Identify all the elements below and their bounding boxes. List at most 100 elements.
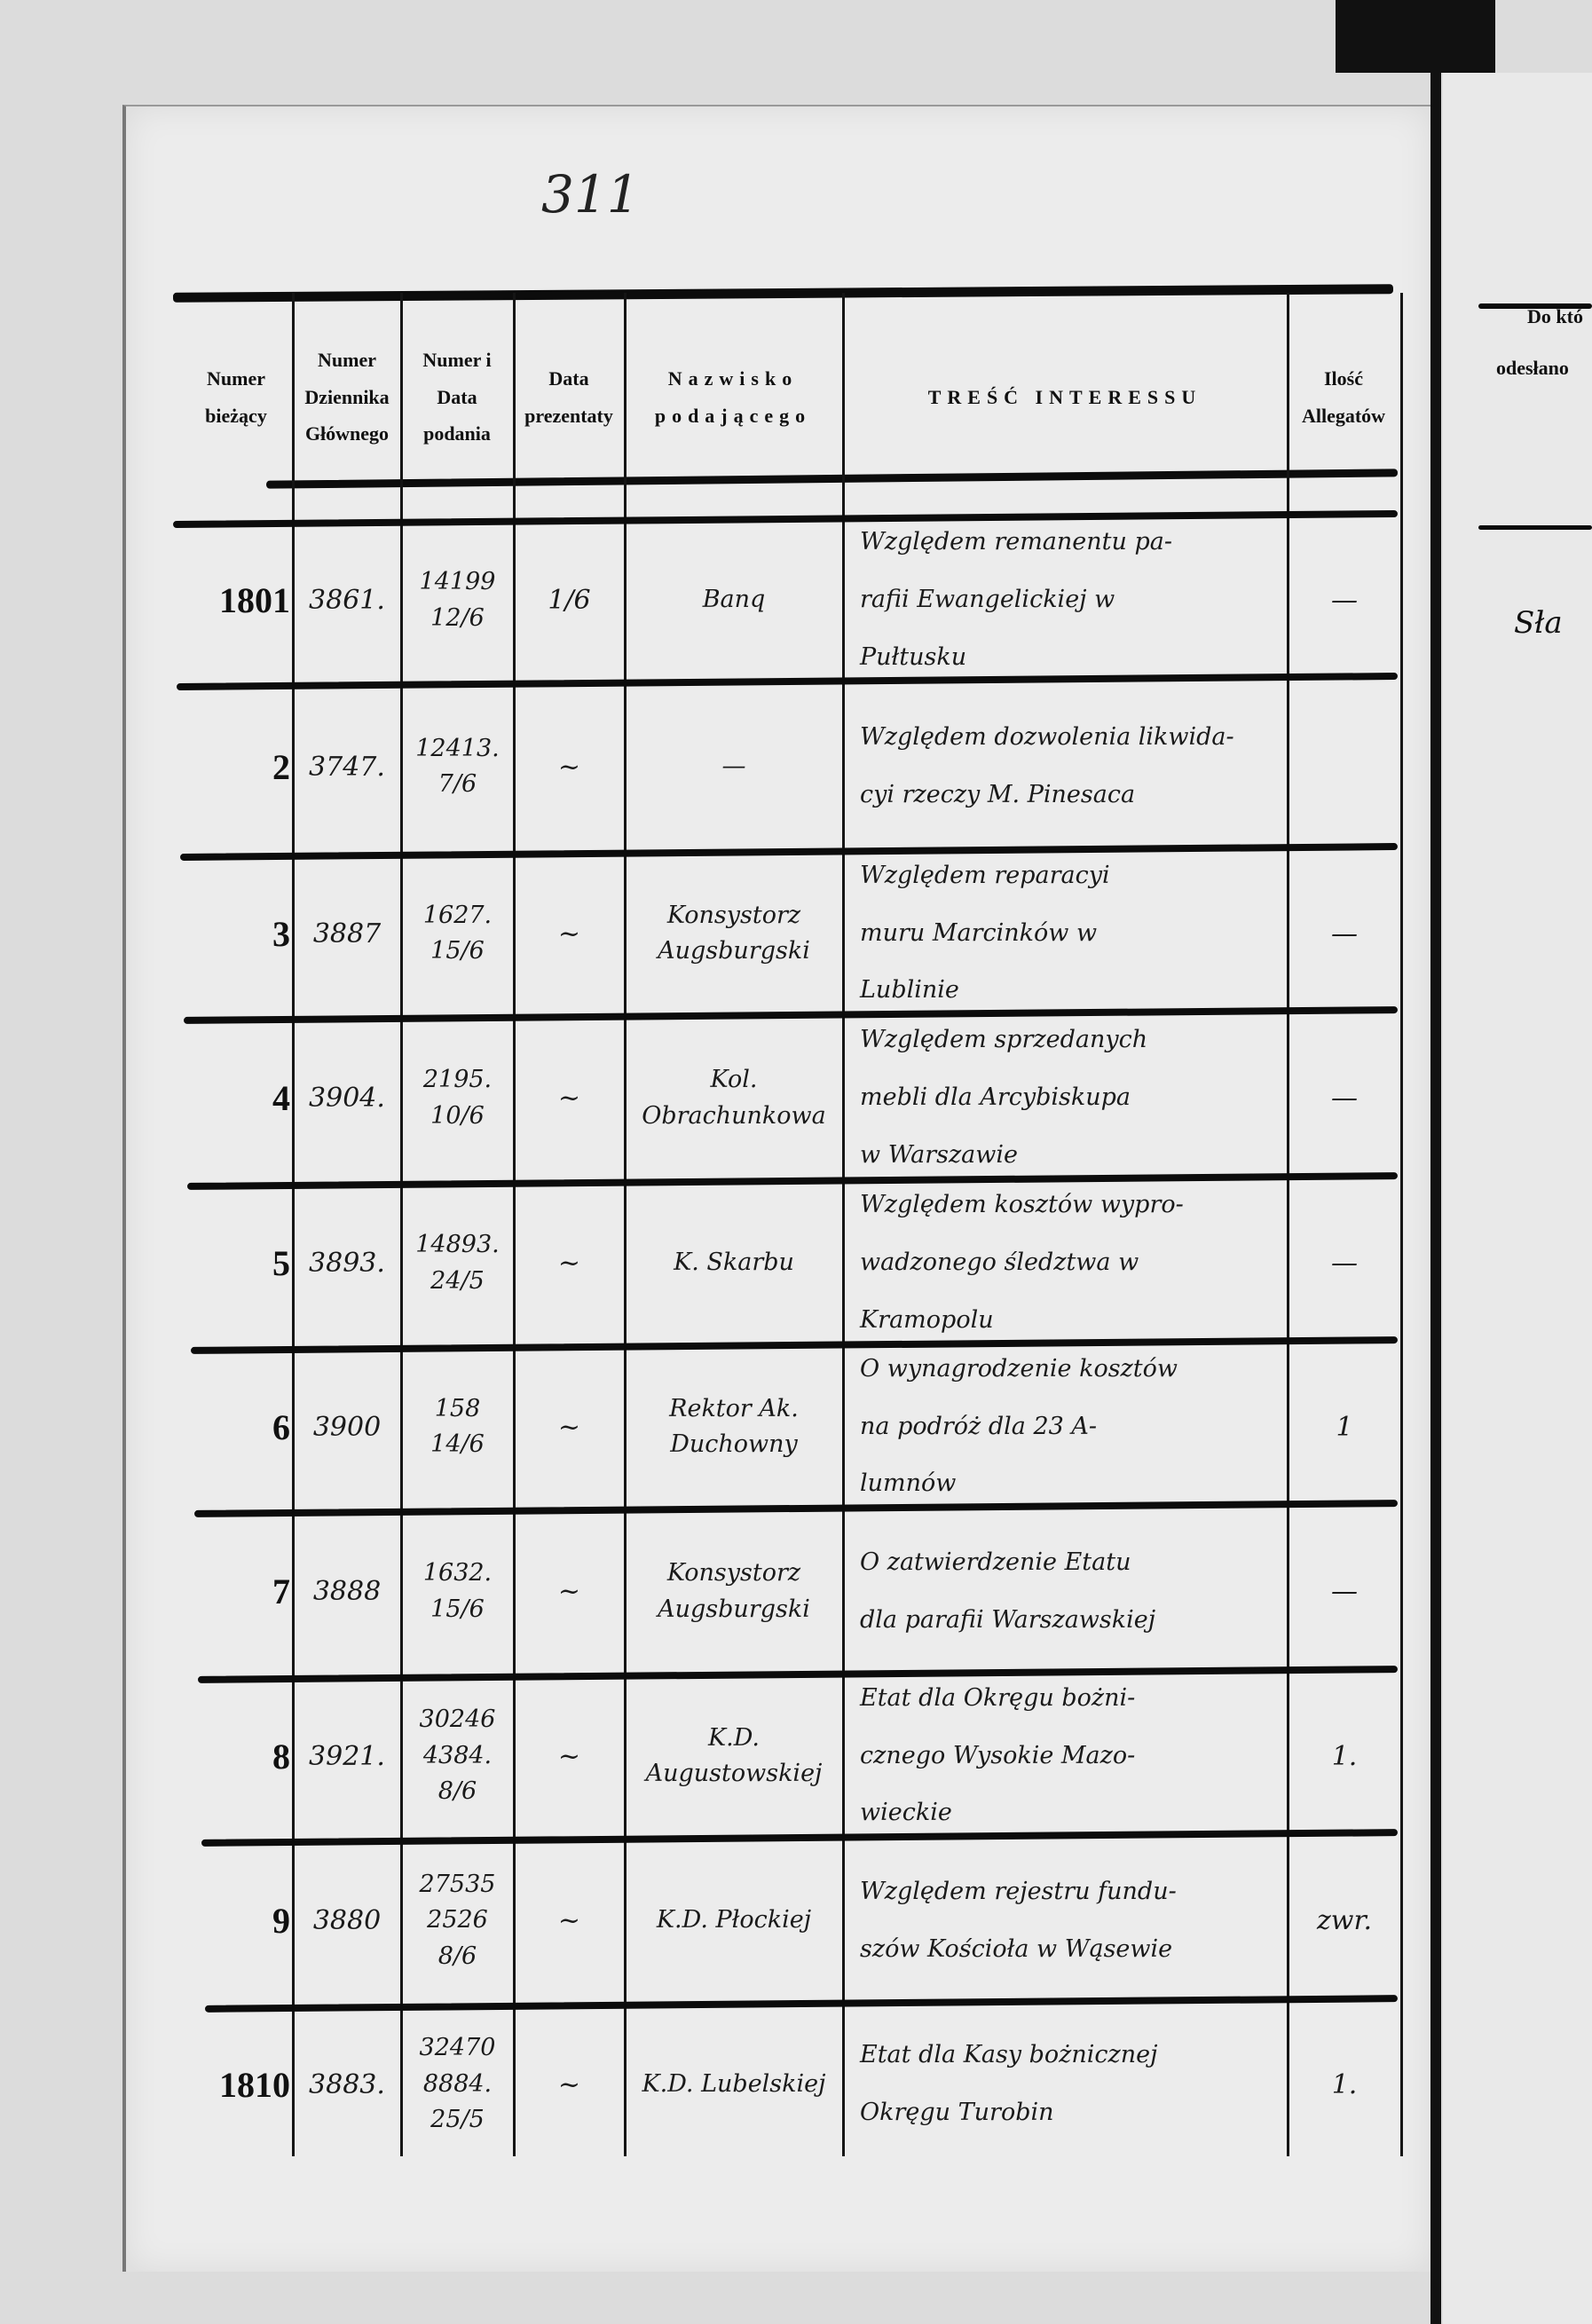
column-rule — [1400, 293, 1403, 2156]
column-rule — [1287, 293, 1289, 2156]
matter-content: Względem rejestru fundu-szów Kościoła w … — [844, 1838, 1303, 2004]
column-rule — [292, 293, 295, 2156]
matter-content: Etat dla Okręgu bożni-cznego Wysokie Maz… — [844, 1674, 1303, 1838]
submission-line: 14/6 — [430, 1430, 485, 1458]
presentation-date: ~ — [557, 1905, 581, 1936]
submitter-line: K. Skarbu — [674, 1249, 794, 1277]
matter-line: cznego Wysokie Mazo- — [860, 1741, 1136, 1769]
submitter-name: K. Skarbu — [626, 1181, 842, 1345]
entry-number: 8 — [272, 1736, 290, 1776]
submission-number-date: 12413. 7/6 — [402, 681, 513, 852]
submission-number-date: 32470 8884. 25/5 — [402, 2004, 513, 2165]
right-header-line1: Do któ — [1527, 305, 1583, 327]
journal-number: 3747. — [309, 751, 385, 783]
page-number: 311 — [541, 164, 640, 225]
attachments-count: zwr. — [1316, 1905, 1373, 1936]
submitter-name: Rektor Ak. Duchowny — [626, 1345, 842, 1509]
entry-number: 1810 — [219, 2064, 290, 2105]
matter-line: Względem reparacyi — [860, 861, 1110, 889]
entry-number: 4 — [272, 1078, 290, 1118]
submission-number-date: 14893. 24/5 — [402, 1181, 513, 1345]
matter-line: lumnów — [860, 1469, 957, 1498]
submission-line: 15/6 — [430, 1595, 485, 1623]
entry-number: 7 — [272, 1572, 290, 1611]
header-numer-dziennika: Numer Dziennika Głównego — [304, 348, 390, 445]
journal-number: 3880 — [312, 1905, 382, 1936]
matter-line: Względem remanentu pa- — [860, 528, 1172, 556]
submission-line: 32470 — [419, 2034, 496, 2062]
right-first-entry: Sła — [1514, 605, 1563, 641]
journal-number: 3861. — [309, 585, 385, 616]
presentation-date: ~ — [557, 1576, 581, 1607]
journal-number: 3904. — [309, 1083, 385, 1114]
matter-line: Pułtusku — [860, 642, 967, 671]
presentation-date: ~ — [557, 1411, 581, 1443]
submission-number-date: 2195. 10/6 — [402, 1015, 513, 1181]
matter-line: rafii Ewangelickiej w — [860, 586, 1115, 614]
matter-line: Okręgu Turobin — [860, 2099, 1054, 2126]
matter-line: Względem sprzedanych — [860, 1026, 1148, 1054]
journal-number: 3893. — [309, 1248, 385, 1279]
submission-number-date: 1632. 15/6 — [402, 1509, 513, 1674]
right-header-rule — [1478, 303, 1592, 309]
presentation-date: ~ — [557, 1083, 581, 1114]
submission-line: 1627. — [422, 901, 493, 929]
matter-line: Względem rejestru fundu- — [860, 1877, 1177, 1905]
header-numer-biezacy: Numer bieżący — [205, 366, 267, 427]
page-gutter — [1430, 0, 1441, 2324]
submitter-line: Konsystorz — [666, 1559, 801, 1587]
journal-number: 3888 — [312, 1576, 382, 1607]
submitter-name: Konsystorz Augsburgski — [626, 1509, 842, 1674]
submitter-line: — — [721, 752, 746, 780]
matter-content: O wynagrodzenie kosztów na podróż dla 23 … — [844, 1345, 1303, 1509]
matter-line: Etat dla Okręgu bożni- — [860, 1683, 1136, 1712]
submitter-line: Augsburgski — [658, 937, 810, 965]
matter-line: Lublinie — [860, 976, 959, 1004]
matter-line: na podróż dla 23 A- — [860, 1412, 1098, 1440]
matter-line: wadzonego śledztwa w — [860, 1249, 1139, 1277]
presentation-date: ~ — [557, 1248, 581, 1279]
scan-border — [1336, 0, 1495, 73]
attachments-count: 1 — [1336, 1411, 1353, 1443]
matter-line: szów Kościoła w Wąsewie — [860, 1934, 1173, 1963]
matter-content: Względem reparacyi muru Marcinków w Lublin… — [844, 852, 1303, 1015]
journal-number: 3883. — [309, 2068, 385, 2100]
attachments-count: 1. — [1331, 1740, 1358, 1772]
submitter-name: K.D. Augustowskiej — [626, 1674, 842, 1838]
entry-number: 6 — [272, 1406, 290, 1447]
submission-number-date: 30246 4384. 8/6 — [402, 1674, 513, 1838]
header-tresc: TREŚĆ INTERESSU — [927, 385, 1202, 408]
submitter-line: Augsburgski — [658, 1595, 810, 1623]
submitter-name: K.D. Płockiej — [626, 1838, 842, 2004]
right-header-line2: odesłano — [1496, 357, 1569, 379]
submitter-line: K.D. Lubelskiej — [642, 2069, 826, 2098]
submission-line: 12413. — [415, 734, 500, 762]
matter-line: wieckie — [860, 1799, 952, 1827]
entry-number: 3 — [272, 913, 290, 954]
submitter-name: — — [626, 681, 842, 852]
matter-line: muru Marcinków w — [860, 918, 1098, 947]
attachments-count: — — [1331, 1083, 1358, 1114]
submission-number-date: 1627. 15/6 — [402, 852, 513, 1015]
header-numer-data-podania: Numer i Data podania — [422, 348, 492, 445]
presentation-date: ~ — [557, 1740, 581, 1772]
presentation-date: 1/6 — [548, 585, 591, 616]
submitter-name: Banq — [626, 519, 842, 681]
submission-line: 30246 — [419, 1706, 496, 1734]
matter-line: mebli dla Arcybiskupa — [860, 1083, 1131, 1112]
submission-line: 14199 — [419, 568, 496, 595]
submitter-line: Konsystorz — [666, 901, 801, 929]
submission-line: 1632. — [422, 1559, 493, 1587]
submission-line: 158 — [434, 1394, 481, 1422]
journal-number: 3921. — [309, 1740, 385, 1772]
matter-line: cyi rzeczy M. Pinesaca — [860, 781, 1136, 808]
matter-line: O zatwierdzenie Etatu — [860, 1548, 1131, 1576]
matter-line: O wynagrodzenie kosztów — [860, 1354, 1178, 1383]
entry-number: 5 — [272, 1243, 290, 1283]
submission-line: 10/6 — [430, 1101, 485, 1130]
submission-number-date: 158 14/6 — [402, 1345, 513, 1509]
submission-line: 25/5 — [430, 2106, 485, 2134]
presentation-date: ~ — [557, 2068, 581, 2100]
entry-number: 9 — [272, 1901, 290, 1941]
submission-line: 24/5 — [430, 1266, 485, 1295]
